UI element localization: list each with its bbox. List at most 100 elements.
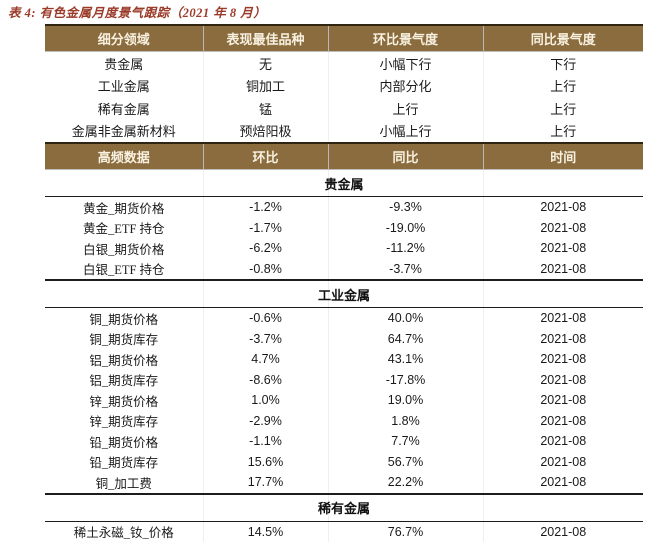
summary-row: 金属非金属新材料 预焙阳极 小幅上行 上行 — [45, 119, 643, 142]
best-variety-cell: 锰 — [202, 97, 328, 120]
mom-value-cell: -0.6% — [202, 307, 328, 329]
yoy-value-cell: -9.3% — [327, 196, 483, 218]
segment-cell: 稀有金属 — [97, 101, 150, 117]
summary-header-best-variety: 表现最佳品种 — [202, 24, 328, 52]
hf-data-row: 白银_期货价格 -6.2% -11.2% 2021-08 — [45, 238, 643, 259]
high-frequency-table: 高频数据 环比 同比 时间 贵金属 黄金_期货价格 -1.2% -9.3% 20… — [45, 142, 643, 542]
time-cell: 2021-08 — [482, 410, 643, 431]
indicator-cell: 黄金_ETF 持仓 — [82, 222, 165, 237]
hf-data-row: 黄金_ETF 持仓 -1.7% -19.0% 2021-08 — [45, 217, 643, 238]
hf-data-row: 铜_加工费 17.7% 22.2% 2021-08 — [45, 472, 643, 494]
indicator-cell: 锌_期货库存 — [89, 415, 159, 430]
indicator-cell: 铅_期货库存 — [89, 456, 159, 471]
best-variety-cell: 无 — [202, 51, 328, 75]
section-title-row: 工业金属 — [45, 279, 643, 308]
time-cell: 2021-08 — [482, 369, 643, 390]
hf-data-row: 铜_期货库存 -3.7% 64.7% 2021-08 — [45, 328, 643, 349]
best-variety-cell: 预焙阳极 — [202, 119, 328, 142]
segment-cell: 工业金属 — [97, 79, 150, 95]
hf-data-row: 铅_期货价格 -1.1% 7.7% 2021-08 — [45, 431, 643, 452]
hf-header-mom: 环比 — [202, 142, 328, 170]
hf-data-row: 铜_期货价格 -0.6% 40.0% 2021-08 — [45, 307, 643, 329]
time-cell: 2021-08 — [482, 328, 643, 349]
yoy-value-cell: 19.0% — [327, 390, 483, 411]
summary-header-yoy-sentiment: 同比景气度 — [482, 24, 643, 52]
yoy-trend-cell: 上行 — [482, 74, 643, 97]
hf-table-body: 贵金属 黄金_期货价格 -1.2% -9.3% 2021-08 黄金_ETF 持… — [45, 169, 643, 542]
time-cell: 2021-08 — [482, 431, 643, 452]
yoy-value-cell: 56.7% — [327, 451, 483, 472]
indicator-cell: 铅_期货价格 — [89, 435, 159, 450]
yoy-trend-cell: 上行 — [482, 119, 643, 142]
time-cell: 2021-08 — [482, 217, 643, 238]
segment-cell: 金属非金属新材料 — [71, 124, 176, 140]
hf-header-indicator: 高频数据 — [45, 142, 203, 170]
hf-header-time: 时间 — [482, 142, 643, 170]
hf-data-row: 黄金_期货价格 -1.2% -9.3% 2021-08 — [45, 196, 643, 218]
section-title: 稀有金属 — [45, 492, 643, 522]
summary-header-row: 细分领域 表现最佳品种 环比景气度 同比景气度 — [45, 24, 643, 52]
yoy-value-cell: -3.7% — [327, 258, 483, 280]
indicator-cell: 铜_加工费 — [95, 476, 152, 491]
hf-data-row: 铝_期货价格 4.7% 43.1% 2021-08 — [45, 349, 643, 370]
indicator-cell: 铝_期货价格 — [89, 353, 159, 368]
indicator-cell: 铜_期货价格 — [89, 312, 159, 327]
indicator-cell: 铜_期货库存 — [89, 333, 159, 348]
yoy-value-cell: 40.0% — [327, 307, 483, 329]
yoy-value-cell: 76.7% — [327, 521, 483, 542]
time-cell: 2021-08 — [482, 307, 643, 329]
mom-value-cell: -2.9% — [202, 410, 328, 431]
time-cell: 2021-08 — [482, 472, 643, 494]
summary-row: 贵金属 无 小幅下行 下行 — [45, 51, 643, 75]
yoy-value-cell: 7.7% — [327, 431, 483, 452]
time-cell: 2021-08 — [482, 390, 643, 411]
indicator-cell: 铝_期货库存 — [89, 374, 159, 389]
time-cell: 2021-08 — [482, 238, 643, 259]
indicator-cell: 稀土永磁_钕_价格 — [73, 526, 174, 541]
mom-value-cell: -0.8% — [202, 258, 328, 280]
hf-data-row: 稀土永磁_钕_价格 14.5% 76.7% 2021-08 — [45, 521, 643, 542]
yoy-trend-cell: 上行 — [482, 97, 643, 120]
indicator-cell: 锌_期货价格 — [89, 394, 159, 409]
mom-value-cell: 4.7% — [202, 349, 328, 370]
yoy-value-cell: -17.8% — [327, 369, 483, 390]
summary-table-body: 贵金属 无 小幅下行 下行 工业金属 铜加工 内部分化 上行 稀有金属 锰 上行… — [45, 51, 643, 142]
time-cell: 2021-08 — [482, 349, 643, 370]
time-cell: 2021-08 — [482, 521, 643, 542]
time-cell: 2021-08 — [482, 258, 643, 280]
hf-data-row: 铝_期货库存 -8.6% -17.8% 2021-08 — [45, 369, 643, 390]
yoy-value-cell: -11.2% — [327, 238, 483, 259]
mom-value-cell: -1.7% — [202, 217, 328, 238]
table-title: 表 4: 有色金属月度景气跟踪（2021 年 8 月） — [8, 6, 267, 20]
section-title-row: 稀有金属 — [45, 492, 643, 522]
summary-header-mom-sentiment: 环比景气度 — [327, 24, 483, 52]
summary-row: 工业金属 铜加工 内部分化 上行 — [45, 74, 643, 97]
summary-row: 稀有金属 锰 上行 上行 — [45, 97, 643, 120]
hf-data-row: 锌_期货价格 1.0% 19.0% 2021-08 — [45, 390, 643, 411]
indicator-cell: 白银_期货价格 — [83, 242, 165, 257]
mom-value-cell: -1.2% — [202, 196, 328, 218]
yoy-trend-cell: 下行 — [482, 51, 643, 75]
section-title: 工业金属 — [45, 279, 643, 308]
mom-value-cell: 1.0% — [202, 390, 328, 411]
yoy-value-cell: -19.0% — [327, 217, 483, 238]
mom-value-cell: 15.6% — [202, 451, 328, 472]
mom-trend-cell: 小幅下行 — [327, 51, 483, 75]
mom-value-cell: -6.2% — [202, 238, 328, 259]
indicator-cell: 黄金_期货价格 — [83, 201, 165, 216]
mom-value-cell: 14.5% — [202, 521, 328, 542]
section-title-row: 贵金属 — [45, 169, 643, 197]
hf-data-row: 锌_期货库存 -2.9% 1.8% 2021-08 — [45, 410, 643, 431]
mom-trend-cell: 上行 — [327, 97, 483, 120]
mom-trend-cell: 内部分化 — [327, 74, 483, 97]
mom-value-cell: 17.7% — [202, 472, 328, 494]
segment-cell: 贵金属 — [104, 56, 144, 72]
section-title: 贵金属 — [45, 169, 643, 197]
hf-data-row: 白银_ETF 持仓 -0.8% -3.7% 2021-08 — [45, 258, 643, 280]
indicator-cell: 白银_ETF 持仓 — [82, 263, 165, 278]
hf-header-row: 高频数据 环比 同比 时间 — [45, 142, 643, 170]
mom-value-cell: -1.1% — [202, 431, 328, 452]
yoy-value-cell: 22.2% — [327, 472, 483, 494]
yoy-value-cell: 64.7% — [327, 328, 483, 349]
hf-data-row: 铅_期货库存 15.6% 56.7% 2021-08 — [45, 451, 643, 472]
